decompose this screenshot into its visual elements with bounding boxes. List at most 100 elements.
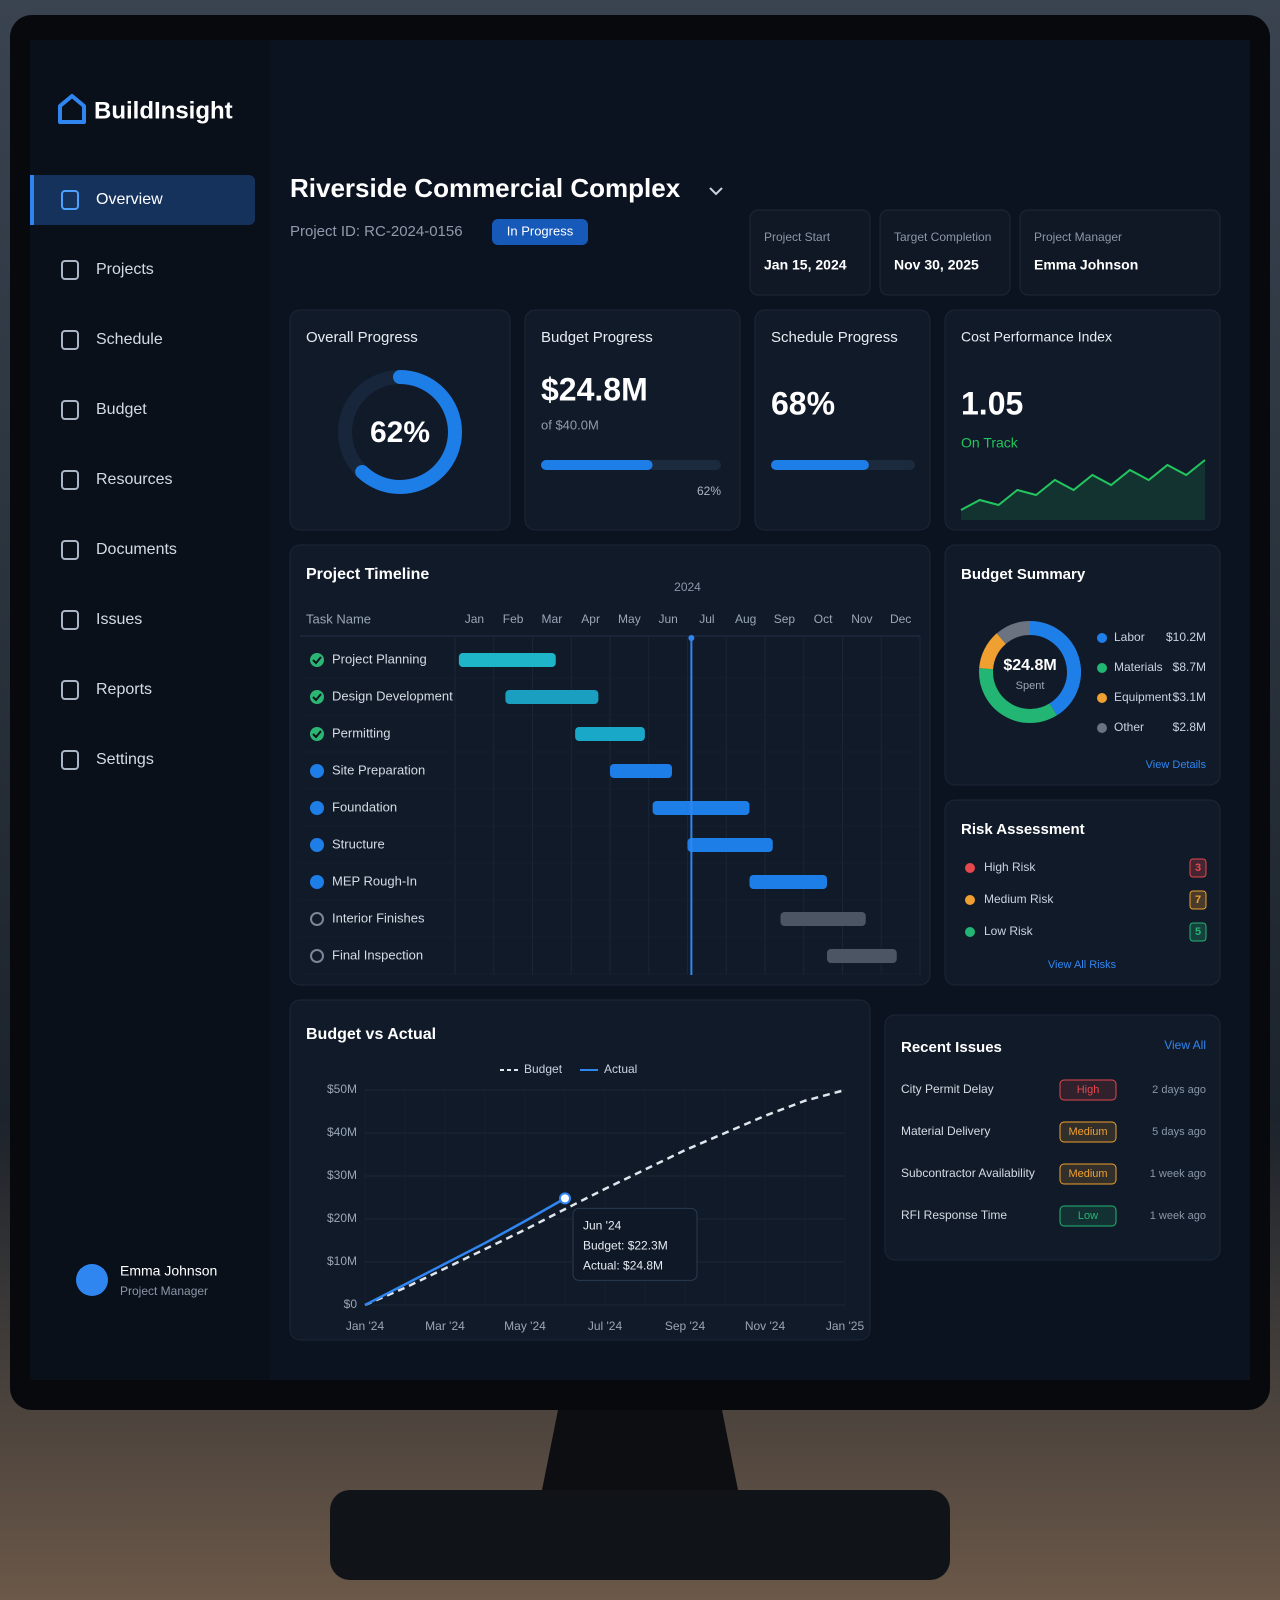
project-title: Riverside Commercial Complex — [290, 173, 681, 203]
priority-label: High — [1077, 1084, 1100, 1096]
month-label: May — [618, 612, 641, 626]
legend-name: Equipment — [1114, 690, 1172, 704]
view-risks-link[interactable]: View All Risks — [1048, 959, 1117, 971]
legend-name: Materials — [1114, 660, 1163, 674]
info-value: Nov 30, 2025 — [894, 257, 979, 273]
avatar — [76, 1264, 108, 1296]
risk-badge — [1189, 858, 1207, 878]
legend-name: Other — [1114, 720, 1144, 734]
nav-icon — [61, 190, 79, 210]
card-title: Overall Progress — [306, 329, 418, 346]
tooltip-line: Budget: $22.3M — [583, 1239, 668, 1253]
risk-count: 5 — [1195, 926, 1201, 938]
tooltip-line: Jun '24 — [583, 1219, 622, 1233]
gantt-bar — [458, 653, 556, 667]
month-label: Nov — [851, 612, 872, 626]
cpi-status: On Track — [961, 435, 1019, 451]
status-check — [312, 693, 322, 702]
card-title: Cost Performance Index — [961, 329, 1112, 345]
budget-of: of $40.0M — [541, 417, 599, 432]
nav-item[interactable]: Documents — [96, 541, 177, 558]
nav-item[interactable]: Projects — [96, 261, 154, 278]
info-label: Target Completion — [894, 230, 991, 244]
info-box — [749, 209, 871, 296]
issue-time: 2 days ago — [1152, 1084, 1206, 1096]
info-box — [1019, 209, 1221, 296]
legend-value: $10.2M — [1166, 630, 1206, 644]
nav-item[interactable]: Issues — [96, 611, 142, 628]
card-title: Recent Issues — [901, 1039, 1002, 1056]
nav-icon — [61, 610, 79, 630]
schedule-label: 68% — [771, 385, 835, 421]
info-box — [879, 209, 1011, 296]
x-tick-label: May '24 — [504, 1319, 546, 1333]
month-label: Sep — [774, 612, 796, 626]
nav-item[interactable]: Overview — [96, 191, 163, 208]
legend-dot — [1097, 723, 1107, 733]
ring-progress — [338, 370, 462, 494]
priority-label: Medium — [1068, 1168, 1107, 1180]
nav-item[interactable]: Reports — [96, 681, 152, 698]
recent-issues-card — [884, 1014, 1221, 1261]
dropdown-caret — [709, 187, 723, 196]
task-name: Interior Finishes — [332, 910, 425, 925]
nav-item[interactable]: Budget — [96, 401, 147, 418]
status-icon — [310, 949, 324, 963]
gantt-bar — [575, 727, 645, 741]
priority-label: Medium — [1068, 1126, 1107, 1138]
issue-name: Subcontractor Availability — [901, 1166, 1035, 1180]
progress-fill — [771, 460, 869, 470]
nav-icon — [61, 680, 79, 700]
nav-highlight — [30, 175, 255, 225]
status-icon — [310, 801, 324, 815]
issue-name: RFI Response Time — [901, 1208, 1007, 1222]
y-tick-label: $20M — [327, 1211, 357, 1225]
timeline-year: 2024 — [674, 580, 701, 594]
risk-count: 7 — [1195, 894, 1201, 906]
donut-segment — [1029, 621, 1081, 716]
gantt-bar — [652, 801, 750, 815]
legend-value: $3.1M — [1173, 690, 1206, 704]
status-badge — [492, 219, 588, 245]
ring-label: 62% — [370, 416, 430, 449]
issue-time: 1 week ago — [1150, 1210, 1206, 1222]
donut-segment — [979, 668, 1057, 723]
nav-item[interactable]: Settings — [96, 751, 154, 768]
tooltip-box — [572, 1207, 698, 1281]
gantt-bar — [610, 764, 672, 778]
status-check — [312, 730, 322, 739]
view-all-link[interactable]: View All — [1164, 1038, 1206, 1052]
status-icon — [310, 875, 324, 889]
status-icon — [310, 838, 324, 852]
nav-item[interactable]: Resources — [96, 471, 172, 488]
legend-entry: Budget — [524, 1062, 563, 1076]
tooltip-line: Actual: $24.8M — [583, 1259, 663, 1273]
legend-entry: Actual — [604, 1062, 637, 1076]
sparkline-area — [961, 460, 1205, 520]
view-details-link[interactable]: View Details — [1146, 759, 1207, 771]
nav-icon — [61, 260, 79, 280]
gantt-bar — [687, 838, 773, 852]
gantt-bar — [505, 690, 599, 704]
progress-label: 62% — [697, 484, 721, 498]
task-name: Foundation — [332, 799, 397, 814]
budget-vs-actual-card — [289, 999, 871, 1341]
info-value: Emma Johnson — [1034, 257, 1138, 273]
sparkline — [960, 459, 1206, 511]
info-label: Project Start — [764, 230, 831, 244]
legend-dot — [1097, 663, 1107, 673]
y-tick-label: $10M — [327, 1254, 357, 1268]
x-tick-label: Sep '24 — [665, 1319, 706, 1333]
monitor-neck — [540, 1400, 740, 1500]
task-name: Permitting — [332, 725, 391, 740]
screen: BuildInsight Overview Projects Schedule Budg… — [30, 40, 1250, 1380]
tooltip-point — [559, 1192, 571, 1205]
cpi-value: 1.05 — [961, 385, 1023, 421]
budget-summary-card — [944, 544, 1221, 786]
user-role: Project Manager — [120, 1284, 208, 1298]
nav-item[interactable]: Schedule — [96, 331, 163, 348]
x-tick-label: Jan '24 — [346, 1319, 385, 1333]
month-label: Jul — [699, 612, 714, 626]
card-title: Risk Assessment — [961, 821, 1085, 838]
